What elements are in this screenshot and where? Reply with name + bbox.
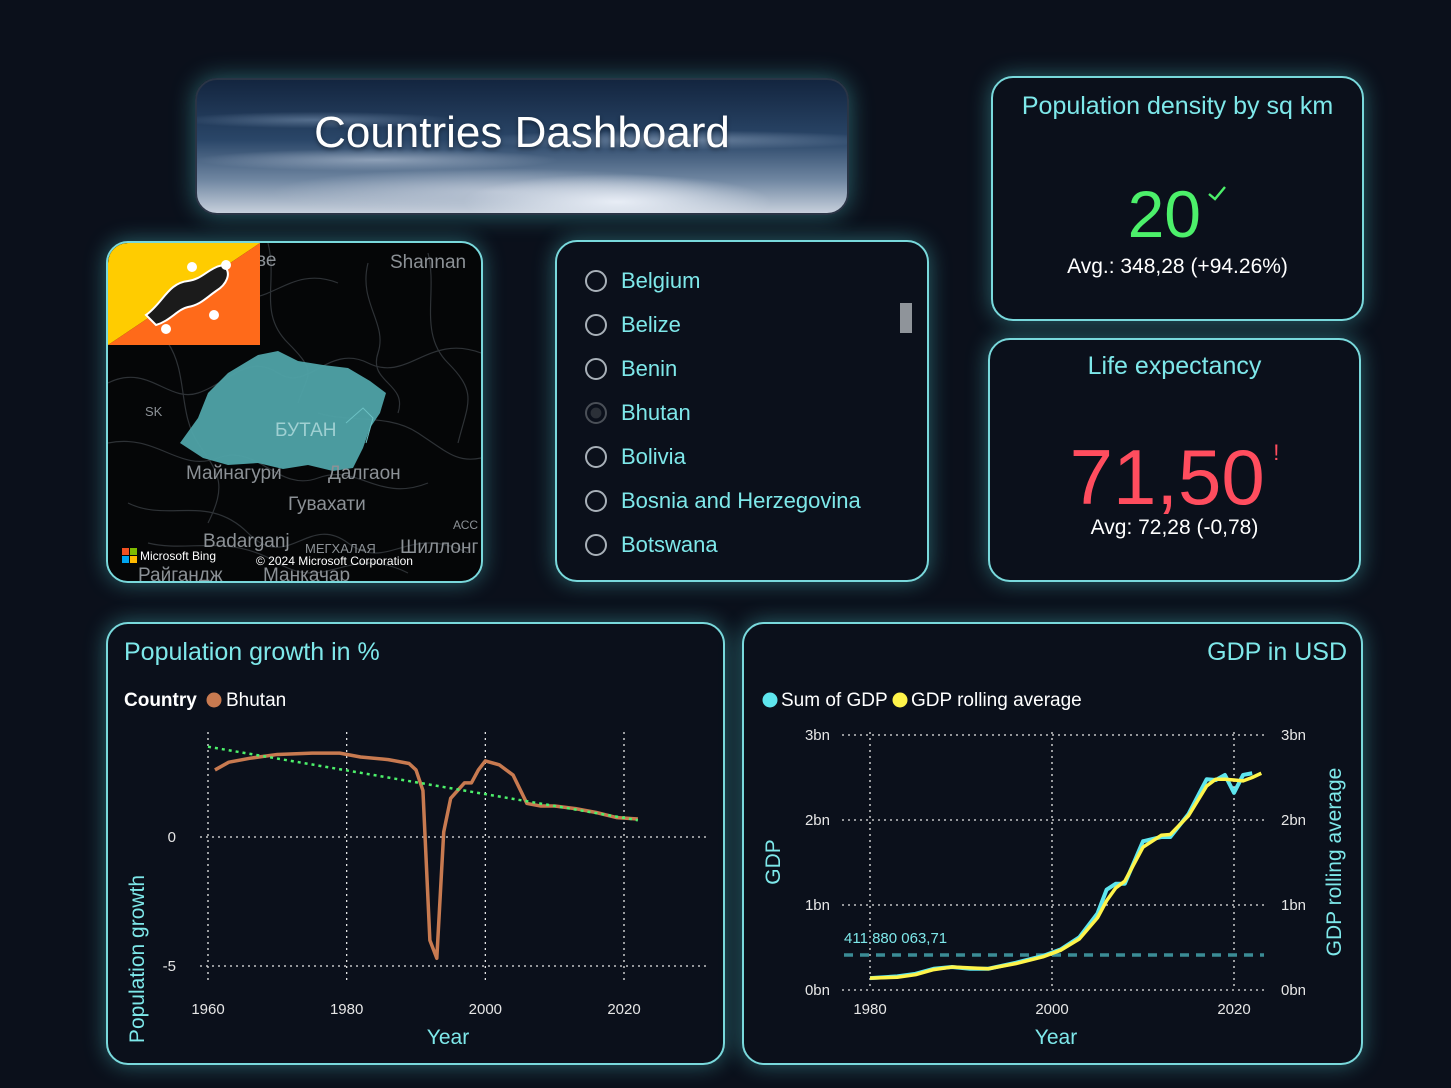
density-average: Avg.: 348,28 (+94.26%)	[1067, 255, 1288, 278]
x-tick-label: 1980	[853, 1001, 886, 1018]
map-label: ве	[256, 250, 276, 271]
map-label: Шиллонг	[400, 537, 478, 558]
reference-line-label: 411 880 063,71	[844, 930, 947, 947]
gdp-y2-axis-label: GDP rolling average	[1323, 768, 1346, 957]
map-label: АСС	[453, 518, 478, 532]
population-y-axis-label: Population growth	[126, 875, 149, 1043]
bhutan-flag-icon	[108, 243, 260, 345]
slicer-item-label[interactable]: Bosnia and Herzegovina	[621, 488, 861, 513]
slicer-item-label[interactable]: Botswana	[621, 532, 718, 557]
map-label: МЕГХАЛАЯ	[305, 541, 376, 556]
radio-button-icon[interactable]	[585, 314, 607, 336]
map-panel[interactable]: ве Shannan SK БУТАН Майнагури Далгаон Гу…	[106, 241, 483, 583]
life-title: Life expectancy	[1087, 352, 1262, 380]
y-tick-label: 0bn	[805, 982, 830, 999]
radio-button-icon[interactable]	[585, 402, 607, 424]
radio-button-icon[interactable]	[585, 490, 607, 512]
slicer-item[interactable]: Bhutan	[585, 398, 691, 428]
gdp-y-axis-label: GDP	[762, 839, 785, 885]
slicer-item[interactable]: Bosnia and Herzegovina	[585, 486, 861, 516]
slicer-item[interactable]: Botswana	[585, 530, 718, 560]
radio-button-icon[interactable]	[585, 358, 607, 380]
legend-label-rolling-avg[interactable]: GDP rolling average	[911, 690, 1082, 711]
y2-tick-label: 3bn	[1281, 727, 1306, 744]
population-x-axis-label: Year	[427, 1026, 469, 1049]
slicer-scrollbar[interactable]	[900, 303, 912, 333]
map-label-country: БУТАН	[275, 420, 336, 441]
checkmark-icon	[1207, 186, 1227, 205]
gdp-chart[interactable]: Sum of GDP GDP rolling average GDP GDP r…	[744, 624, 1361, 1063]
y-tick-label: -5	[163, 958, 176, 975]
slicer-item[interactable]: Benin	[585, 354, 677, 384]
title-banner: Countries Dashboard	[195, 78, 849, 215]
population-growth-chart[interactable]: Country Bhutan Population growth Year 19…	[108, 624, 723, 1063]
x-tick-label: 2000	[469, 1001, 502, 1018]
slicer-item-label[interactable]: Belize	[621, 312, 681, 337]
microsoft-logo-icon	[122, 548, 137, 563]
gdp-chart-title: GDP in USD	[1207, 638, 1347, 666]
radio-button-icon[interactable]	[585, 270, 607, 292]
map-view[interactable]: ве Shannan SK БУТАН Майнагури Далгаон Гу…	[108, 243, 481, 581]
y2-tick-label: 2bn	[1281, 812, 1306, 829]
map-terrain	[108, 243, 481, 574]
warning-icon: !	[1273, 440, 1280, 465]
life-average: Avg: 72,28 (-0,78)	[1090, 516, 1259, 539]
map-label: Shannan	[390, 252, 466, 273]
page-title: Countries Dashboard	[314, 108, 730, 157]
legend-marker-sum-gdp	[762, 692, 778, 708]
map-label: SK	[145, 404, 163, 419]
y2-tick-label: 0bn	[1281, 982, 1306, 999]
slicer-item-label[interactable]: Benin	[621, 356, 678, 381]
slicer-item-label[interactable]: Bolivia	[621, 444, 686, 469]
map-label: Далгаон	[328, 463, 401, 484]
life-value-row: 71,50 !	[990, 432, 1359, 523]
slicer-item[interactable]: Bolivia	[585, 442, 686, 472]
legend-marker-rolling-avg	[892, 692, 908, 708]
map-label: Манкачар	[263, 565, 350, 581]
life-expectancy-card: Life expectancy 71,50 ! Avg: 72,28 (-0,7…	[988, 338, 1361, 582]
x-tick-label: 2020	[1217, 1001, 1250, 1018]
x-tick-label: 2000	[1035, 1001, 1068, 1018]
slicer-item-label[interactable]: Belgium	[621, 268, 701, 293]
map-label: Майнагури	[186, 463, 282, 484]
slicer-item-label[interactable]: Bhutan	[621, 400, 691, 425]
radio-button-icon[interactable]	[585, 446, 607, 468]
life-value: 71,50	[1069, 433, 1265, 521]
radio-button-icon[interactable]	[585, 534, 607, 556]
legend-label-sum-gdp[interactable]: Sum of GDP	[781, 690, 888, 711]
y-tick-label: 1bn	[805, 897, 830, 914]
gdp-x-axis-label: Year	[1035, 1026, 1077, 1049]
slicer-item[interactable]: Belgium	[585, 266, 700, 296]
map-label: Гувахати	[288, 494, 366, 515]
y-tick-label: 0	[168, 829, 176, 846]
map-label: Райгандж	[138, 565, 223, 581]
country-shape[interactable]	[180, 351, 386, 471]
country-slicer[interactable]: Belgium Belize Benin Bhutan Bolivia Bosnia an…	[555, 240, 929, 582]
map-label: Badarganj	[203, 531, 290, 552]
gdp-card: GDP in USD Sum of GDP GDP rolling averag…	[742, 622, 1363, 1065]
slicer-item[interactable]: Belize	[585, 310, 681, 340]
x-tick-label: 2020	[607, 1001, 640, 1018]
density-card: Population density by sq km 20 Avg.: 348…	[991, 76, 1364, 321]
density-value: 20	[1127, 177, 1201, 251]
y2-tick-label: 1bn	[1281, 897, 1306, 914]
x-tick-label: 1960	[191, 1001, 224, 1018]
legend-marker-bhutan	[206, 692, 222, 708]
y-tick-label: 3bn	[805, 727, 830, 744]
density-value-row: 20	[993, 176, 1362, 252]
series-line-rolling-average	[869, 771, 1263, 980]
trend-line	[207, 745, 639, 822]
legend-label-bhutan[interactable]: Bhutan	[226, 690, 286, 711]
map-border	[345, 407, 374, 444]
population-growth-card: Population growth in % Country Bhutan Po…	[106, 622, 725, 1065]
map-attribution-bing: Microsoft Bing	[140, 549, 216, 563]
series-line-bhutan	[214, 751, 638, 961]
map-copyright: © 2024 Microsoft Corporation	[256, 554, 413, 568]
x-tick-label: 1980	[330, 1001, 363, 1018]
density-title: Population density by sq km	[1021, 92, 1334, 120]
legend-title: Country	[124, 690, 197, 711]
y-tick-label: 2bn	[805, 812, 830, 829]
population-chart-title: Population growth in %	[124, 638, 380, 666]
